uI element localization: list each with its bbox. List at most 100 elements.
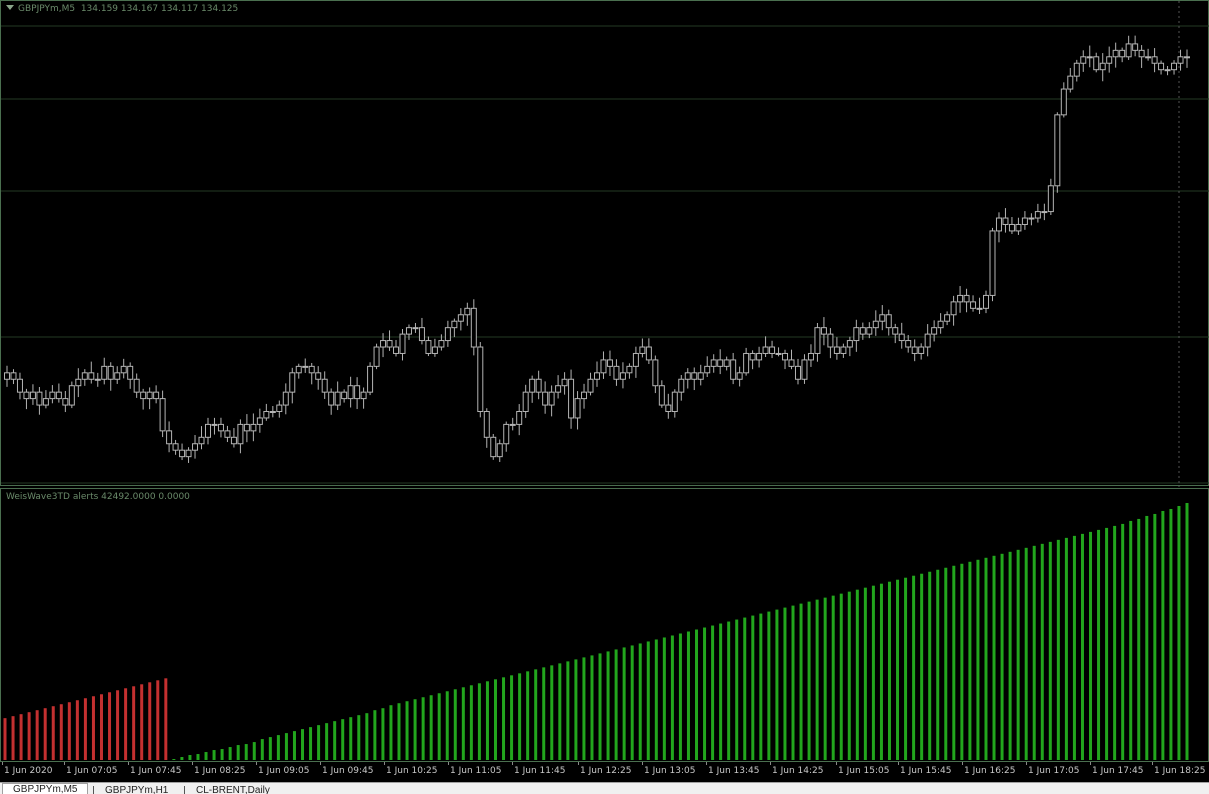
chart-tab[interactable]: CL-BRENT,Daily (196, 785, 270, 794)
collapse-arrow-icon[interactable] (6, 5, 14, 10)
volume-bar (1113, 525, 1117, 760)
chart-tab[interactable]: GBPJPYm,M5 (2, 783, 89, 794)
time-tick-label: 1 Jun 09:05 (258, 766, 310, 776)
volume-bar (526, 671, 530, 760)
volume-bar (630, 645, 634, 760)
volume-bar (686, 631, 690, 760)
candle-body (671, 391, 678, 413)
candle-body (1034, 211, 1041, 219)
candle-body (814, 327, 821, 354)
time-tick-label: 1 Jun 16:25 (964, 766, 1016, 776)
time-tick-label: 1 Jun 14:25 (772, 766, 824, 776)
candle-body (911, 346, 918, 354)
volume-bar (196, 754, 200, 760)
volume-bar-chart[interactable] (1, 489, 1209, 763)
candle-body (782, 352, 789, 361)
volume-bar (1161, 510, 1165, 760)
candle-body (405, 327, 412, 335)
indicator-panel[interactable]: WeisWave3TD alerts 42492.0000 0.0000 (0, 488, 1209, 762)
volume-bar (863, 587, 867, 760)
time-tick-label: 1 Jun 17:05 (1028, 766, 1080, 776)
candle-body (801, 359, 808, 380)
candle-body (652, 359, 659, 387)
time-tick-label: 1 Jun 11:05 (450, 766, 502, 776)
volume-bar (1137, 518, 1141, 760)
ohlc-readout: 134.159 134.167 134.117 134.125 (80, 4, 239, 14)
candle-body (457, 314, 464, 322)
candle-body (866, 327, 873, 335)
volume-bar (453, 689, 457, 760)
candle-body (1106, 56, 1113, 64)
volume-bar (839, 593, 843, 760)
candle-body (49, 391, 56, 400)
volume-bar (220, 749, 224, 760)
volume-bar (91, 696, 95, 760)
price-panel[interactable]: GBPJPYm,M5 134.159 134.167 134.117 134.1… (0, 0, 1209, 487)
candle-body (1041, 211, 1048, 214)
candle-body (146, 391, 153, 400)
volume-bar (992, 555, 996, 760)
volume-bar (301, 729, 305, 760)
candle-body (905, 340, 912, 348)
volume-bar (1169, 508, 1173, 760)
candle-body (4, 372, 10, 380)
candle-body (970, 301, 977, 309)
candle-body (1086, 56, 1093, 59)
candle-body (594, 372, 600, 380)
candle-body (645, 346, 652, 361)
candle-body (140, 391, 147, 400)
volume-bar (437, 693, 441, 760)
candle-body (762, 346, 769, 354)
candle-body (749, 352, 756, 361)
volume-bar (1129, 520, 1133, 760)
volume-bar (373, 710, 377, 760)
candle-body (717, 359, 724, 367)
candle-body (769, 346, 776, 354)
candle-body (94, 378, 101, 381)
candle-body (1177, 56, 1184, 64)
time-tick-label: 1 Jun 15:45 (900, 766, 952, 776)
chart-tab[interactable]: GBPJPYm,H1 (105, 785, 169, 794)
candle-body (224, 430, 231, 438)
candle-body (1164, 69, 1171, 72)
volume-bar (349, 717, 353, 760)
candle-body (1008, 223, 1015, 232)
candle-body (75, 378, 82, 387)
volume-bar (1089, 531, 1093, 760)
candle-body (892, 327, 899, 335)
volume-bar (19, 714, 23, 760)
volume-bar (148, 682, 152, 760)
volume-bar (172, 759, 176, 760)
candlestick-chart[interactable] (1, 1, 1209, 487)
time-tick-label: 1 Jun 13:05 (644, 766, 696, 776)
candle-body (496, 443, 503, 458)
symbol-label: GBPJPYm,M5 (18, 4, 76, 14)
candle-body (341, 391, 348, 400)
candle-body (204, 423, 211, 438)
candle-body (127, 365, 134, 380)
candle-body (710, 359, 717, 367)
candle-body (166, 430, 173, 445)
time-tick-mark (898, 762, 899, 765)
volume-bar (1105, 527, 1109, 760)
candle-body (827, 333, 834, 348)
volume-bar (711, 625, 715, 760)
volume-bar (1185, 503, 1189, 760)
volume-bar (542, 667, 546, 760)
volume-bar (381, 708, 385, 760)
volume-bar (27, 712, 31, 760)
candle-body (107, 365, 114, 380)
candle-body (691, 372, 698, 380)
candle-body (354, 385, 361, 400)
candle-body (1099, 62, 1106, 71)
volume-bar (590, 655, 594, 760)
time-tick-mark (2, 762, 3, 765)
volume-bar (83, 698, 87, 760)
time-tick-label: 1 Jun 17:45 (1092, 766, 1144, 776)
candle-body (561, 378, 568, 387)
candle-body (658, 385, 665, 406)
volume-bar (252, 742, 256, 760)
candle-body (211, 423, 218, 426)
candle-body (665, 404, 672, 413)
candle-body (743, 352, 750, 374)
